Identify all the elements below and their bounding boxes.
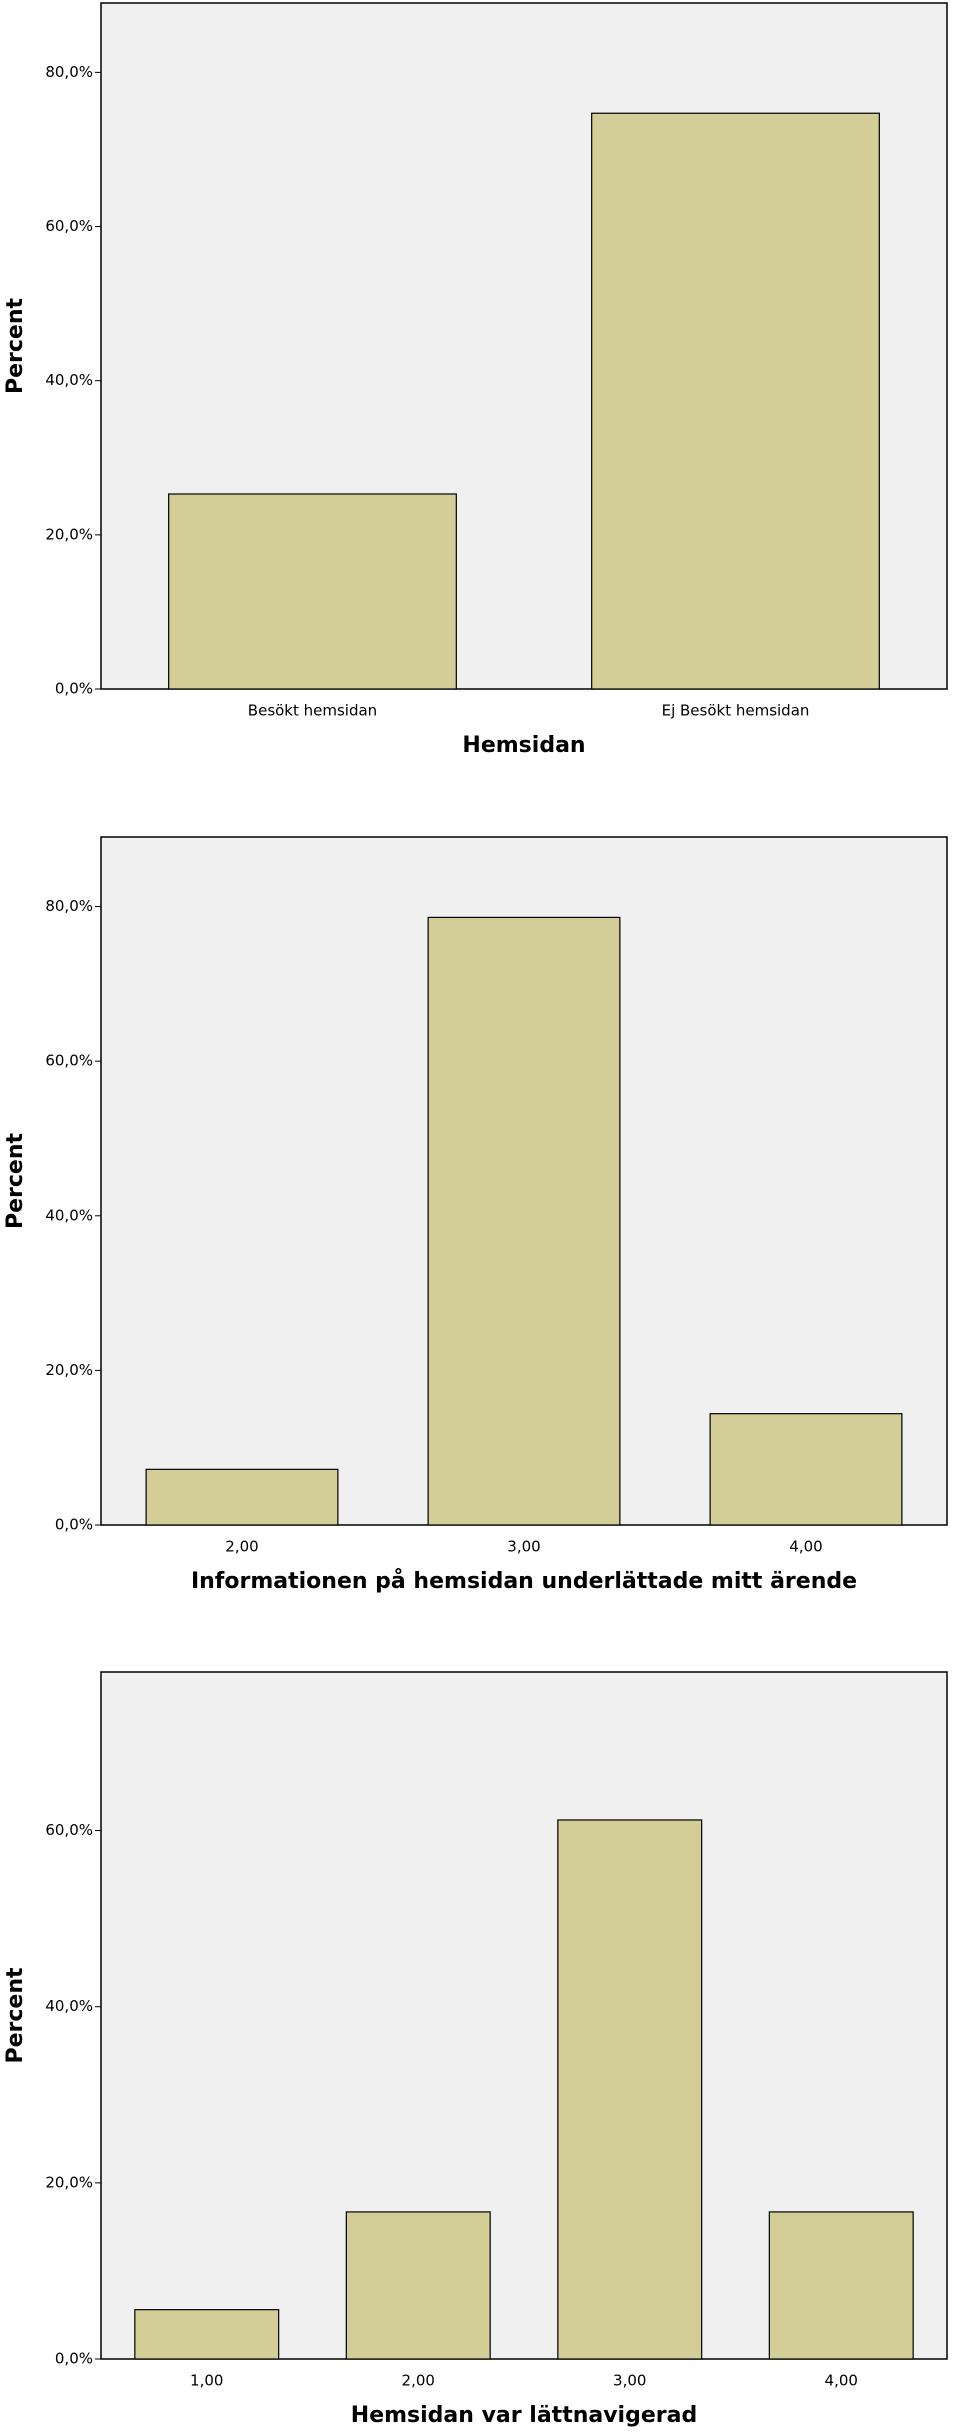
y-axis-title: Percent: [3, 298, 28, 395]
bar: [427, 916, 621, 1526]
y-axis-title: Percent: [3, 1967, 28, 2064]
chart: 0,0% 20,0% 40,0% 60,0% 80,0% Besökt hemsidan E…: [3, 2, 948, 758]
y-tick-label: 0,0%: [55, 2350, 93, 2368]
y-tick-label: 20,0%: [45, 2173, 93, 2191]
y-tick-label: 40,0%: [45, 371, 93, 389]
x-tick-label: 1,00: [190, 2372, 223, 2390]
y-tick-label: 0,0%: [55, 680, 93, 698]
y-tick-label: 0,0%: [55, 1516, 93, 1534]
y-axis-title: Percent: [3, 1133, 28, 1230]
x-axis-title: Hemsidan: [462, 733, 585, 758]
x-tick-label: Besökt hemsidan: [248, 702, 377, 720]
x-tick-label: 4,00: [789, 1538, 822, 1556]
bar: [768, 2211, 914, 2360]
x-tick-label: 4,00: [825, 2372, 858, 2390]
y-tick-label: 20,0%: [45, 525, 93, 543]
chart: 0,0% 20,0% 40,0% 60,0% 1,00 2,00 3,00 4,00 Hemsi…: [3, 1671, 948, 2428]
x-tick-label: Ej Besökt hemsidan: [662, 702, 810, 720]
y-tick-label: 60,0%: [45, 1052, 93, 1070]
x-axis-title: Hemsidan var lättnavigerad: [351, 2403, 697, 2428]
y-tick-label: 60,0%: [45, 217, 93, 235]
y-tick-label: 80,0%: [45, 63, 93, 81]
bar: [591, 112, 880, 690]
chart: 0,0% 20,0% 40,0% 60,0% 80,0% 2,00 3,00 4,00 Info…: [3, 836, 948, 1594]
x-tick-label: 3,00: [613, 2372, 646, 2390]
bar: [557, 1819, 703, 2360]
y-tick-label: 40,0%: [45, 1997, 93, 2015]
y-tick-label: 40,0%: [45, 1206, 93, 1224]
x-axis-title: Informationen på hemsidan underlättade m…: [191, 1568, 857, 1594]
x-tick-label: 2,00: [402, 2372, 435, 2390]
y-tick-label: 60,0%: [45, 1821, 93, 1839]
x-tick-label: 3,00: [507, 1538, 540, 1556]
bar: [168, 493, 457, 690]
y-tick-label: 80,0%: [45, 897, 93, 915]
y-tick-label: 20,0%: [45, 1361, 93, 1379]
bar: [345, 2211, 491, 2360]
bar: [709, 1413, 903, 1526]
bar: [134, 2309, 280, 2360]
bar: [145, 1468, 339, 1526]
x-tick-label: 2,00: [225, 1538, 258, 1556]
